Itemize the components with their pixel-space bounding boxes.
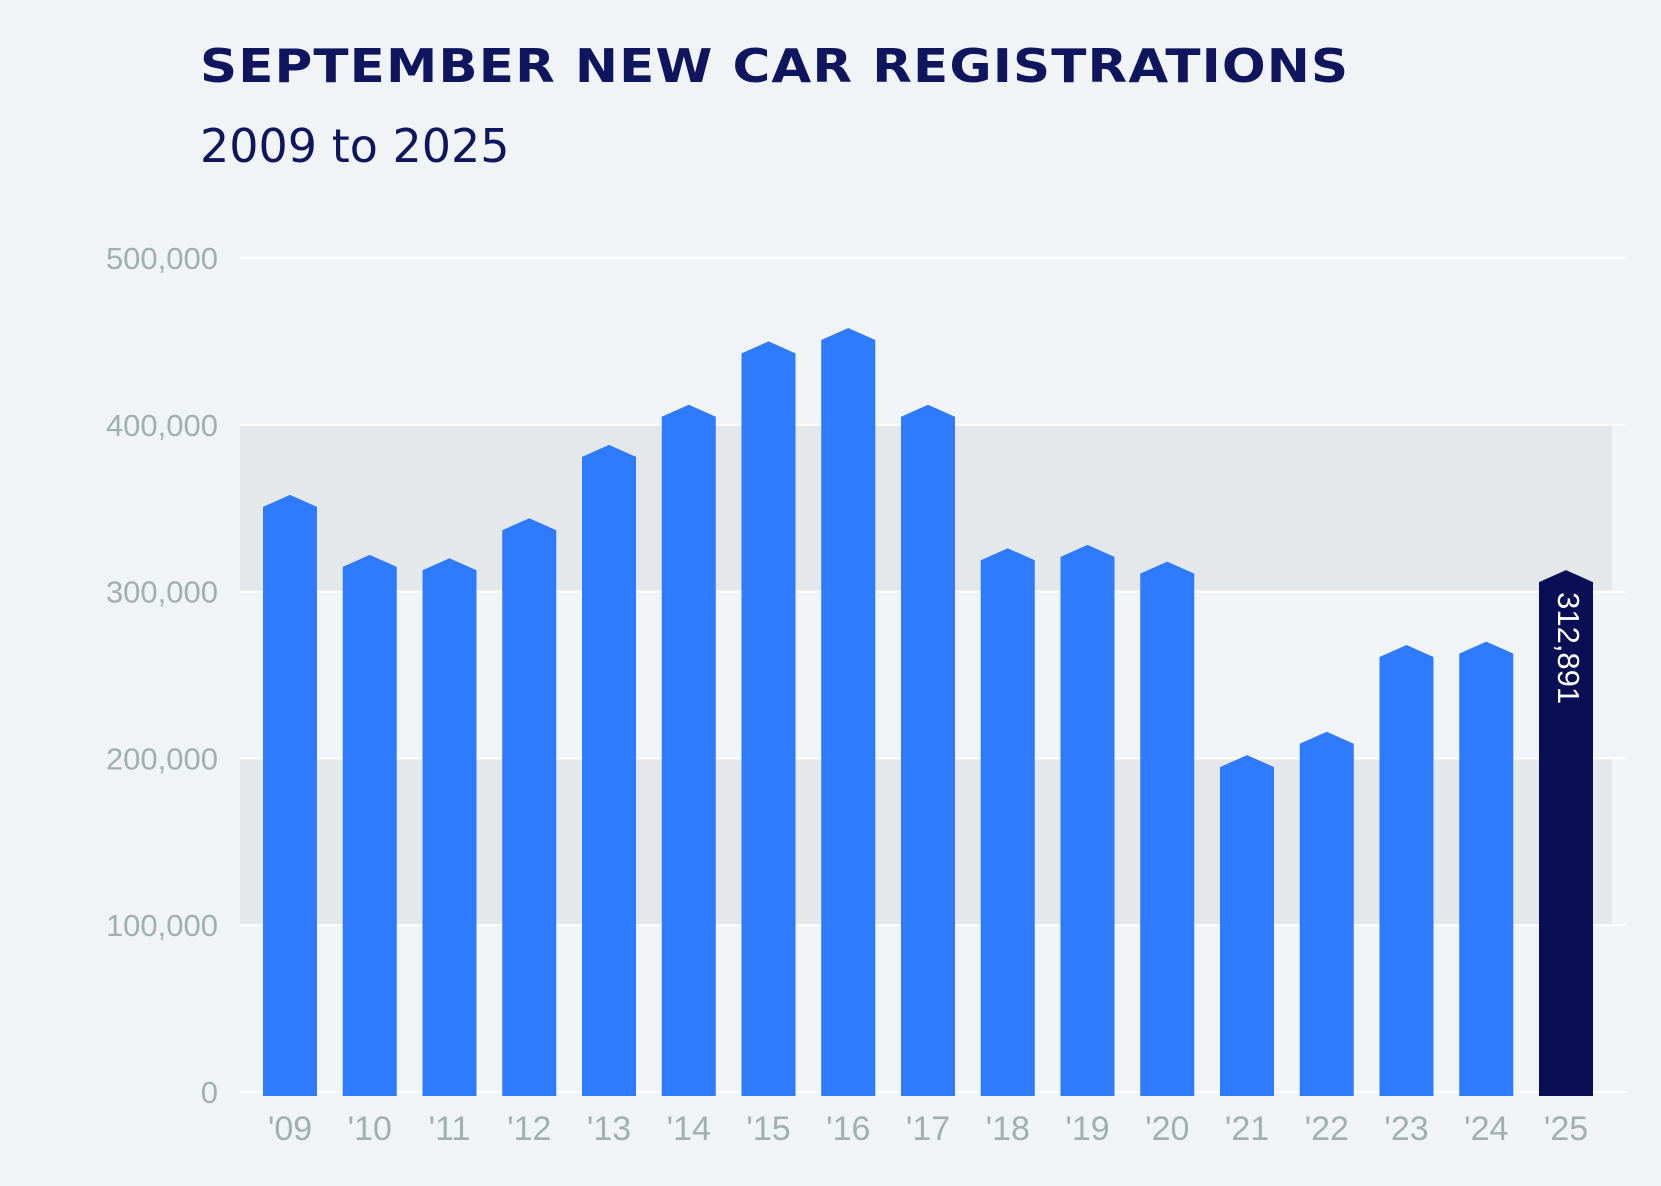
y-tick-label: 0	[201, 1075, 218, 1110]
x-tick-label: '23	[1384, 1110, 1428, 1148]
bar	[1060, 544, 1115, 1096]
chart-title: SEPTEMBER NEW CAR REGISTRATIONS	[200, 39, 1350, 93]
x-tick-label: '09	[268, 1110, 312, 1148]
x-tick-label: '22	[1305, 1110, 1349, 1148]
x-tick-label: '20	[1145, 1110, 1189, 1148]
bar	[1299, 731, 1354, 1096]
y-tick-label: 500,000	[106, 241, 218, 276]
bar	[1220, 755, 1274, 1096]
bar-highlight	[1539, 570, 1593, 1096]
x-tick-label: '15	[746, 1110, 790, 1148]
x-tick-label: '17	[906, 1110, 950, 1148]
bar-value-label: 312,891	[1551, 592, 1586, 704]
bar	[1140, 561, 1195, 1096]
bar	[901, 404, 955, 1096]
x-tick-label: '14	[667, 1110, 711, 1148]
bar	[821, 328, 876, 1096]
bar	[502, 518, 557, 1096]
bar	[582, 444, 636, 1096]
chart-subtitle: 2009 to 2025	[200, 119, 510, 173]
x-tick-label: '25	[1544, 1110, 1588, 1148]
x-tick-label: '12	[507, 1110, 551, 1148]
x-tick-label: '16	[826, 1110, 870, 1148]
bar	[342, 554, 397, 1096]
bar	[1379, 644, 1434, 1096]
y-tick-label: 200,000	[106, 741, 218, 776]
x-tick-label: '13	[587, 1110, 631, 1148]
x-axis: '09 '10 '11 '12 '13 '14 '15 '16 '17 '18 '19 '20 '21 '…	[268, 1110, 1588, 1148]
y-tick-label: 300,000	[106, 575, 218, 610]
bar	[1459, 641, 1514, 1096]
x-tick-label: '19	[1065, 1110, 1109, 1148]
x-tick-label: '18	[986, 1110, 1030, 1148]
x-tick-label: '11	[429, 1110, 471, 1148]
bar	[422, 558, 477, 1096]
bar	[263, 494, 317, 1097]
y-axis: 0 100,000 200,000 300,000 400,000 500,000	[106, 241, 218, 1110]
y-tick-label: 400,000	[106, 408, 218, 443]
bar	[661, 404, 716, 1096]
bar	[741, 341, 796, 1096]
y-tick-label: 100,000	[106, 908, 218, 943]
x-tick-label: '21	[1225, 1110, 1269, 1148]
x-tick-label: '10	[348, 1110, 392, 1148]
bar	[980, 548, 1035, 1096]
x-tick-label: '24	[1464, 1110, 1508, 1148]
bars: 312,891	[263, 328, 1593, 1097]
